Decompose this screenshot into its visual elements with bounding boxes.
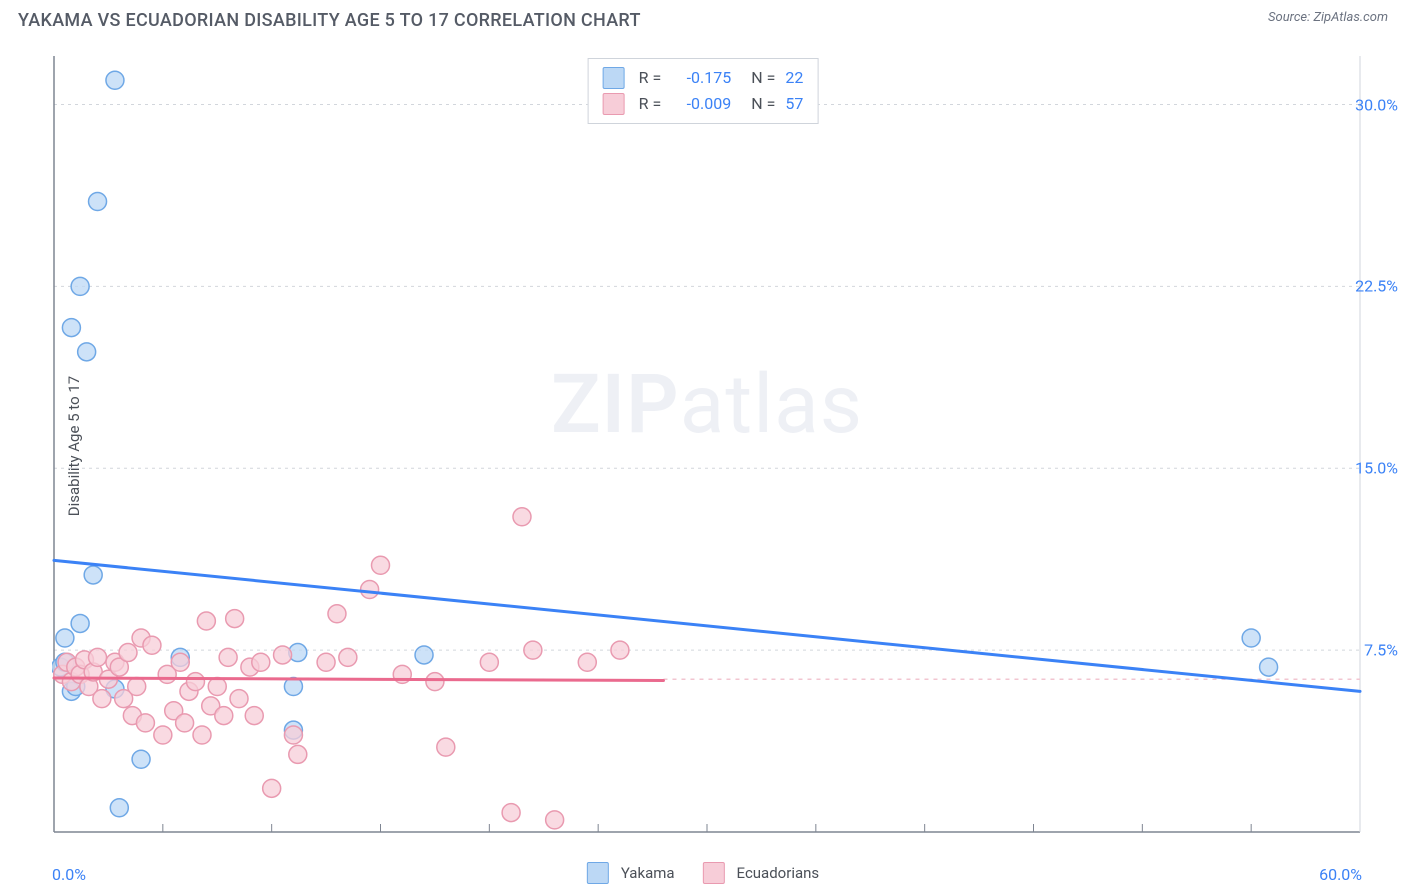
y-tick-label: 7.5%	[1364, 641, 1398, 660]
y-tick-labels: 7.5% 15.0% 22.5% 30.0%	[1338, 54, 1398, 834]
stats-box: R = -0.175 N = 22 R = -0.009 N = 57	[588, 58, 819, 124]
legend-label-ecuadorians: Ecuadorians	[737, 864, 820, 882]
n-label: N =	[751, 91, 775, 117]
source-label: Source:	[1268, 10, 1313, 25]
stats-row-yakama: R = -0.175 N = 22	[603, 65, 804, 91]
n-value-ecuadorians: 57	[785, 91, 803, 117]
swatch-ecuadorians	[703, 862, 725, 884]
swatch-yakama	[603, 67, 625, 89]
chart-container: YAKAMA VS ECUADORIAN DISABILITY AGE 5 TO…	[0, 0, 1406, 892]
y-tick-label: 22.5%	[1355, 277, 1398, 296]
y-tick-label: 15.0%	[1355, 459, 1398, 478]
header-row: YAKAMA VS ECUADORIAN DISABILITY AGE 5 TO…	[18, 10, 1388, 31]
r-label: R =	[639, 91, 662, 117]
swatch-yakama	[587, 862, 609, 884]
x-min-label: 0.0%	[52, 865, 86, 884]
r-value-ecuadorians: -0.009	[671, 91, 731, 117]
n-label: N =	[751, 65, 775, 91]
plot-area: ZIPatlas	[52, 54, 1362, 834]
legend-label-yakama: Yakama	[621, 864, 675, 882]
stats-row-ecuadorians: R = -0.009 N = 57	[603, 91, 804, 117]
r-value-yakama: -0.175	[671, 65, 731, 91]
source-name: ZipAtlas.com	[1313, 10, 1388, 25]
chart-title: YAKAMA VS ECUADORIAN DISABILITY AGE 5 TO…	[18, 10, 641, 31]
legend: Yakama Ecuadorians	[587, 862, 819, 884]
y-tick-label: 30.0%	[1355, 95, 1398, 114]
plot-svg	[52, 54, 1362, 834]
n-value-yakama: 22	[785, 65, 803, 91]
swatch-ecuadorians	[603, 93, 625, 115]
x-max-label: 60.0%	[1319, 865, 1362, 884]
source-credit: Source: ZipAtlas.com	[1268, 10, 1388, 25]
r-label: R =	[639, 65, 662, 91]
legend-item-ecuadorians: Ecuadorians	[703, 862, 820, 884]
legend-item-yakama: Yakama	[587, 862, 675, 884]
